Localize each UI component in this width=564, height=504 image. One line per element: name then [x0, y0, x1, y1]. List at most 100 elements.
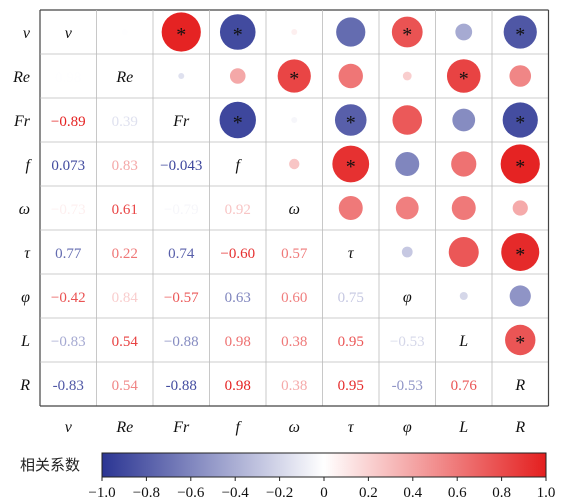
colorbar-tick-label: −0.2 — [266, 485, 293, 501]
correlation-circle — [501, 233, 540, 271]
correlation-value: 0.95 — [338, 334, 364, 350]
correlation-value: 0.84 — [112, 290, 139, 306]
y-tick-label: L — [20, 333, 30, 350]
correlation-value: −0.42 — [51, 290, 86, 306]
diagonal-label: f — [236, 157, 243, 174]
diagonal-label: τ — [348, 245, 355, 262]
correlation-value: 0.63 — [225, 290, 251, 306]
correlation-value: −0.53 — [390, 334, 425, 350]
correlation-value: 0.39 — [112, 114, 138, 130]
correlation-circle — [291, 29, 298, 35]
colorbar-tick-label: 0 — [320, 485, 328, 501]
y-tick-label: τ — [24, 245, 31, 262]
correlation-circle — [503, 15, 537, 49]
correlation-circle — [121, 29, 128, 35]
correlation-circle — [338, 63, 363, 89]
correlation-circle — [277, 59, 311, 93]
significance-marker: * — [346, 156, 356, 178]
grid-lines — [39, 9, 550, 407]
x-tick-label: L — [458, 419, 468, 436]
correlation-value: −0.043 — [160, 158, 202, 174]
correlation-value: 0.83 — [112, 158, 138, 174]
correlation-circle — [446, 59, 481, 93]
correlation-circle — [161, 12, 201, 52]
correlation-circle — [229, 68, 246, 84]
significance-marker: * — [346, 112, 356, 134]
correlation-value: 0.98 — [55, 70, 81, 86]
correlation-circle — [452, 108, 476, 132]
significance-marker: * — [515, 332, 525, 354]
significance-marker: * — [515, 112, 525, 134]
correlation-value: 0.61 — [112, 202, 138, 218]
diagonal-label: R — [514, 377, 525, 394]
correlation-value: −0.83 — [51, 334, 86, 350]
colorbar-tick-label: 0.6 — [448, 485, 467, 501]
correlation-value: 0.22 — [112, 246, 138, 262]
correlation-circle — [509, 65, 532, 87]
correlation-value: -0.53 — [392, 378, 423, 394]
correlation-circle — [178, 73, 185, 79]
diagonal-label: ω — [289, 201, 300, 218]
correlation-value: 0.77 — [55, 246, 82, 262]
x-tick-label: f — [236, 419, 243, 436]
x-tick-label: φ — [403, 419, 412, 436]
correlation-circle — [334, 104, 367, 136]
correlation-value: 0.75 — [338, 290, 364, 306]
colorbar-tick-label: 1.0 — [537, 485, 556, 501]
colorbar-tick-label: −0.6 — [177, 485, 205, 501]
diagonal-label: v — [65, 25, 73, 42]
correlation-value: 0.60 — [281, 290, 307, 306]
correlation-circle — [451, 196, 476, 220]
x-tick-label: τ — [348, 419, 355, 436]
correlation-value: 0.74 — [168, 246, 195, 262]
y-tick-label: φ — [21, 289, 30, 306]
y-tick-label: R — [19, 377, 30, 394]
correlation-circle — [512, 200, 528, 216]
correlation-circle — [219, 14, 256, 50]
correlation-value: −0.57 — [164, 290, 199, 306]
diagonal-label: L — [458, 333, 468, 350]
correlation-circle — [219, 101, 256, 139]
correlation-circle — [395, 196, 419, 220]
colorbar-tick-label: 0.8 — [492, 485, 511, 501]
significance-marker: * — [459, 68, 469, 90]
colorbar-tick-label: 0.2 — [359, 485, 378, 501]
correlation-circle — [448, 237, 479, 267]
significance-marker: * — [515, 156, 525, 178]
significance-marker: * — [176, 24, 186, 46]
colorbar-tick-label: −0.4 — [222, 485, 250, 501]
x-tick-label: Re — [115, 419, 133, 436]
colorbar-title: 相关系数 — [20, 456, 80, 474]
y-tick-label: Re — [12, 69, 30, 86]
correlation-circle — [395, 152, 420, 176]
correlation-circle — [451, 151, 477, 177]
diagonal-label: Re — [115, 69, 133, 86]
significance-marker: * — [289, 68, 299, 90]
correlation-value: −0.89 — [51, 114, 86, 130]
axis-labels: v Re Fr f ω τ φ L Rv Re Fr f ω τ φ L R — [12, 25, 525, 436]
correlation-value: −0.73 — [51, 202, 86, 218]
x-tick-label: ω — [289, 419, 300, 436]
correlation-circle — [459, 292, 468, 300]
correlation-value: -0.83 — [53, 378, 84, 394]
correlation-value: 0.073 — [51, 158, 85, 174]
colorbar-ticks: −1.0 −0.8 −0.6 −0.4 −0.2 0 0.2 0.4 0.6 0.8 1.0 — [88, 477, 555, 501]
significance-marker: * — [515, 244, 525, 266]
correlation-circle — [500, 144, 540, 184]
correlation-value: 0.54 — [112, 334, 139, 350]
y-tick-label: v — [23, 25, 31, 42]
correlation-circle — [402, 71, 412, 81]
correlation-value: −0.88 — [164, 334, 199, 350]
colorbar-tick-label: −1.0 — [88, 485, 115, 501]
correlation-circle — [289, 158, 300, 170]
correlation-circle — [392, 105, 423, 135]
correlation-value: 0.54 — [112, 378, 139, 394]
correlation-circle — [455, 23, 473, 41]
x-tick-label: v — [65, 419, 73, 436]
colorbar-gradient — [101, 452, 547, 478]
correlation-value: -0.88 — [166, 378, 197, 394]
correlation-circle — [509, 285, 531, 307]
correlation-circle — [338, 196, 363, 220]
correlation-circle — [291, 117, 298, 123]
